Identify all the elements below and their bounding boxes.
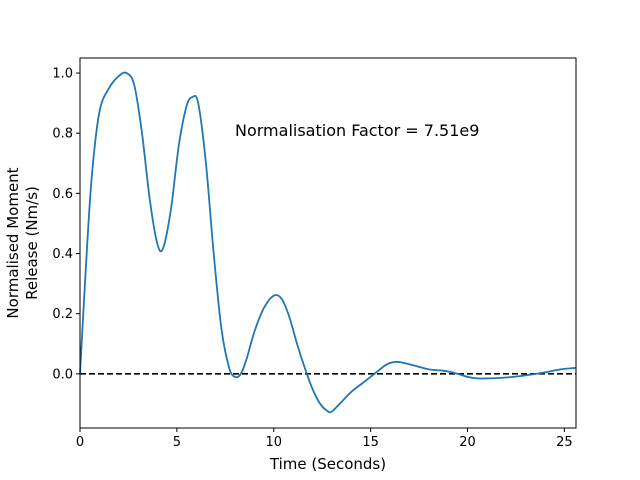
x-tick-label: 15 — [362, 435, 379, 450]
y-axis-label-line2: Release (Nm/s) — [23, 186, 41, 300]
y-tick-label: 1.0 — [52, 67, 73, 82]
y-tick-label: 0.0 — [52, 367, 73, 382]
x-tick-label: 0 — [76, 435, 84, 450]
y-axis-label-line1: Normalised Moment — [4, 167, 22, 318]
y-tick-label: 0.6 — [52, 187, 73, 202]
x-tick-label: 25 — [556, 435, 573, 450]
normalisation-factor-annotation: Normalisation Factor = 7.51e9 — [235, 121, 479, 140]
y-tick-label: 0.8 — [52, 127, 73, 142]
x-tick-label: 20 — [459, 435, 476, 450]
x-tick-label: 5 — [173, 435, 181, 450]
series-line-0 — [79, 71, 577, 414]
y-tick-label: 0.2 — [52, 307, 73, 322]
x-tick-label: 10 — [265, 435, 282, 450]
plot-frame — [79, 57, 577, 429]
y-tick-label: 0.4 — [52, 247, 73, 262]
x-axis-label: Time (Seconds) — [269, 455, 386, 473]
